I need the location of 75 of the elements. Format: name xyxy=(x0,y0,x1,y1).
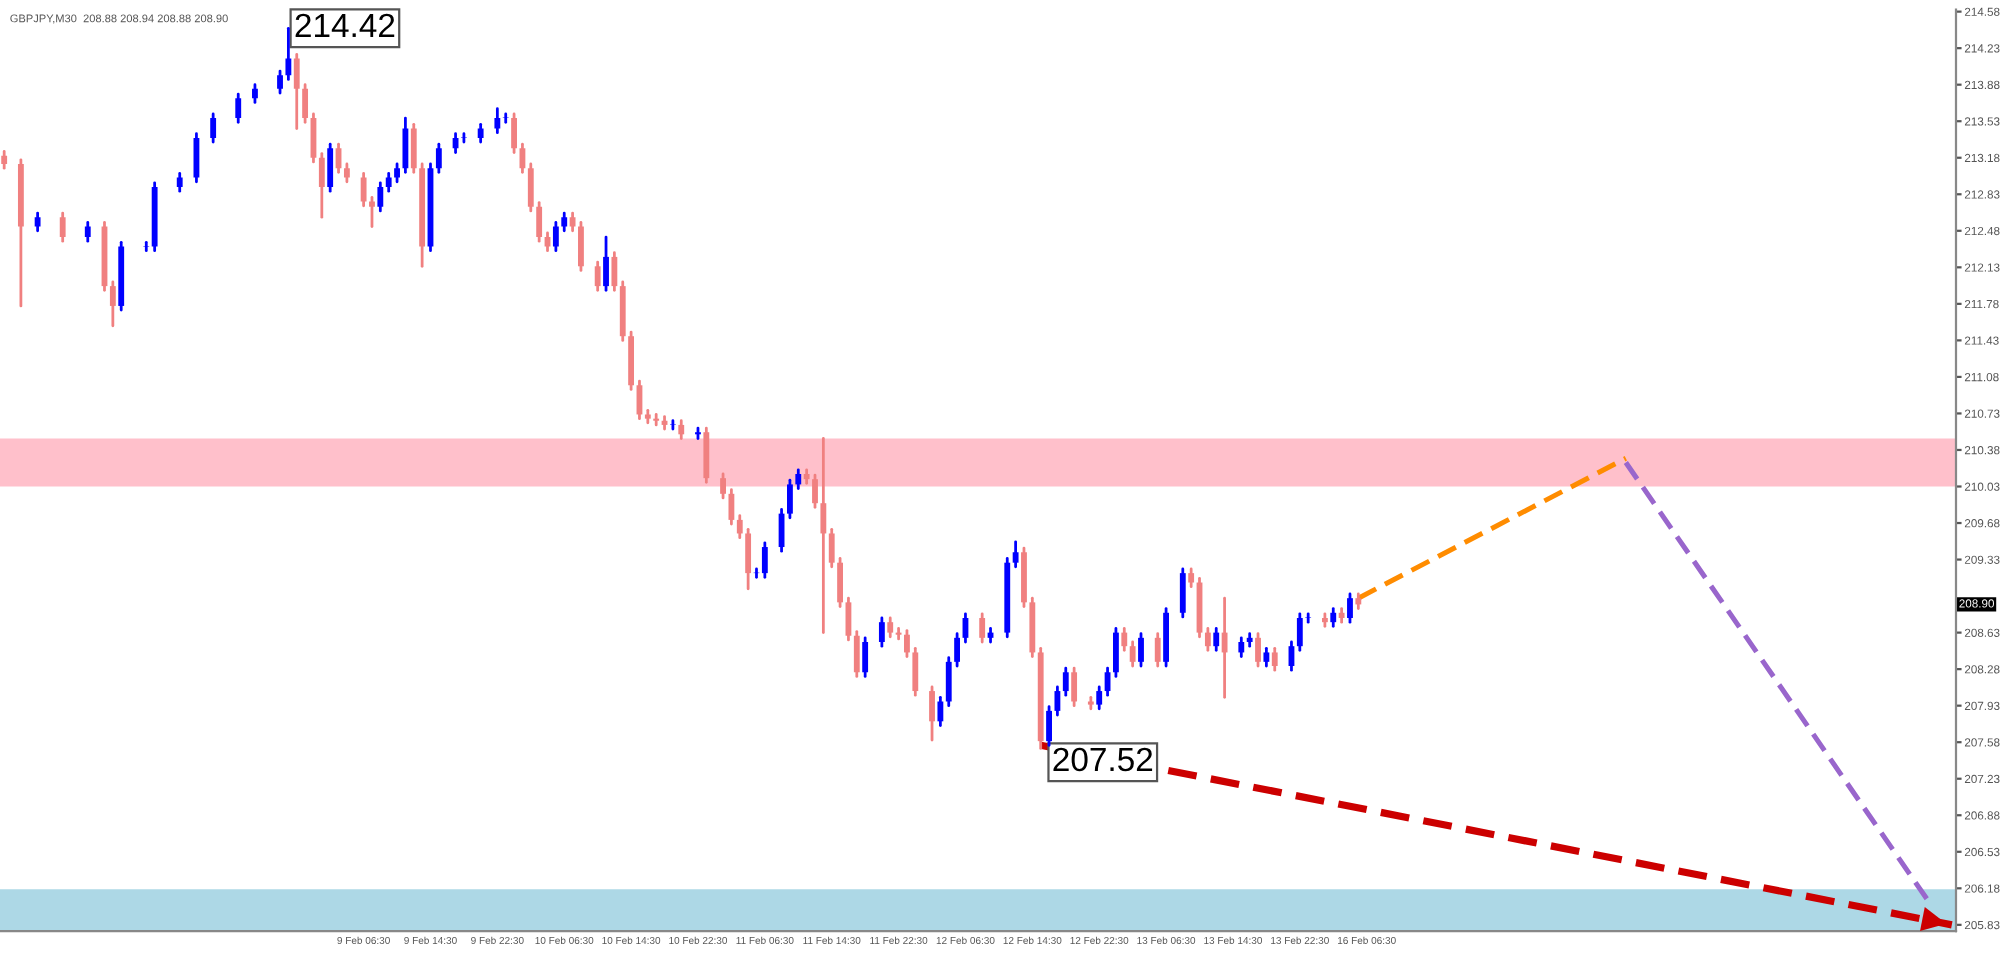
candlestick xyxy=(1305,612,1312,624)
candlestick xyxy=(1113,627,1119,678)
candlestick xyxy=(1246,632,1253,648)
candlestick xyxy=(1154,632,1161,668)
candlestick xyxy=(1213,627,1220,652)
candlestick xyxy=(828,527,835,569)
candlestick xyxy=(594,260,601,292)
annotation: 214.42 xyxy=(295,13,395,37)
candlestick xyxy=(1012,540,1019,569)
candlestick xyxy=(1062,666,1069,697)
candlestick xyxy=(410,122,417,174)
candlestick xyxy=(1071,666,1078,708)
candlestick xyxy=(820,437,827,634)
candlestick xyxy=(1054,685,1061,717)
candlestick xyxy=(703,426,710,484)
candlestick xyxy=(945,656,952,708)
annotation: 207.52 xyxy=(1053,747,1153,772)
candlestick xyxy=(235,92,242,124)
candlestick xyxy=(277,69,283,95)
candlestick xyxy=(302,83,309,124)
candlestick xyxy=(979,612,986,644)
candlestick xyxy=(494,107,501,135)
candlestick xyxy=(210,112,217,144)
candlestick xyxy=(837,557,843,608)
candlestick xyxy=(603,235,609,292)
candlestick xyxy=(1096,685,1103,711)
candlestick xyxy=(761,541,768,579)
candlestick xyxy=(1347,592,1353,624)
candlestick xyxy=(887,616,894,639)
candlestick xyxy=(84,221,91,243)
candlestick xyxy=(929,685,935,742)
candlestick xyxy=(109,280,116,328)
candlestick xyxy=(1204,627,1211,652)
candlestick xyxy=(293,53,300,130)
candlestick xyxy=(1238,636,1245,659)
candlestick xyxy=(527,162,534,213)
candlestick xyxy=(895,627,902,641)
candlestick xyxy=(745,527,752,591)
candlestick xyxy=(954,632,961,668)
candlestick xyxy=(653,413,660,427)
candlestick xyxy=(937,695,944,727)
candlestick xyxy=(878,616,885,648)
candlestick xyxy=(728,488,735,526)
candlestick xyxy=(318,152,325,219)
candlestick xyxy=(369,196,375,229)
candlestick xyxy=(720,472,726,500)
candlestick xyxy=(912,646,919,697)
candlestick xyxy=(1138,632,1144,668)
candlestick xyxy=(853,630,860,678)
candlestick xyxy=(578,221,584,272)
candlestick xyxy=(904,629,910,659)
candlestick xyxy=(795,468,802,490)
candlestick xyxy=(435,142,442,174)
candlestick xyxy=(536,201,543,243)
candlestick xyxy=(1271,646,1278,672)
candlestick xyxy=(402,116,409,174)
candlestick xyxy=(1046,705,1052,747)
candlestick xyxy=(285,26,292,81)
candlestick xyxy=(59,211,66,243)
candlestick xyxy=(552,221,559,253)
candlestick xyxy=(1255,632,1261,668)
candlestick xyxy=(511,112,517,154)
candlestick xyxy=(787,478,793,520)
candlestick xyxy=(377,181,384,213)
candlestick xyxy=(1296,612,1303,652)
candlestick xyxy=(327,142,334,193)
candlestick xyxy=(1121,627,1128,652)
candlestick xyxy=(360,172,367,208)
candlestick xyxy=(1129,640,1136,668)
candlestick xyxy=(1179,567,1186,619)
candlestick xyxy=(862,636,869,678)
candlestick xyxy=(812,473,818,509)
candlestick xyxy=(1221,596,1228,699)
candlestick xyxy=(611,251,618,292)
candlestick xyxy=(736,514,743,540)
